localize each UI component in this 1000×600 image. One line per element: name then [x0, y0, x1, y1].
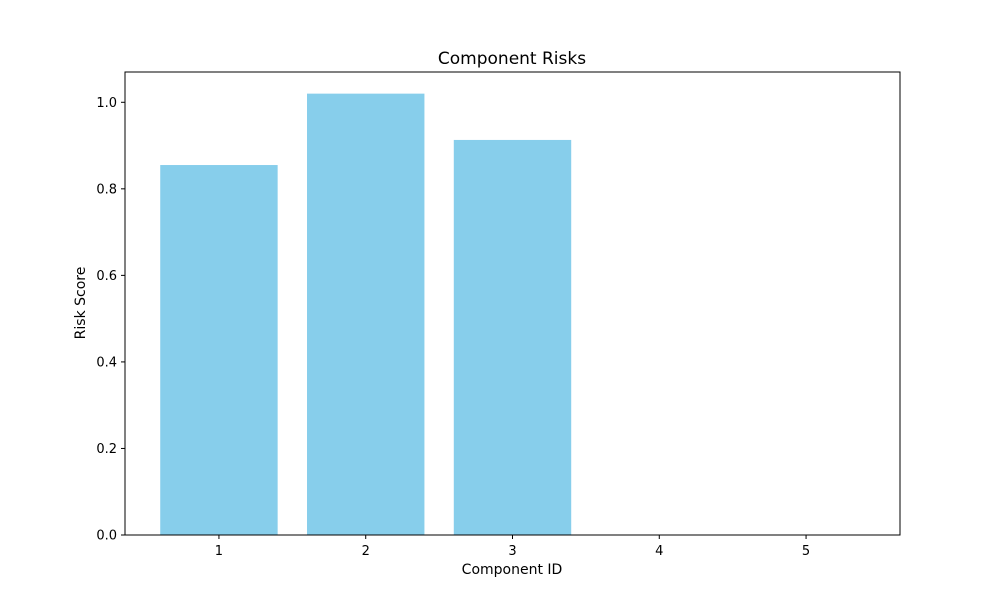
y-tick-label: 0.6	[96, 269, 117, 284]
y-tick-label: 0.0	[96, 529, 117, 544]
y-axis-title: Risk Score	[73, 267, 89, 340]
x-tick-label: 2	[362, 544, 370, 559]
plot-frame	[124, 71, 901, 536]
x-tick-label: 1	[215, 544, 223, 559]
x-axis: 1 2 3 4 5	[215, 535, 810, 559]
bar-component-2	[307, 93, 425, 535]
x-tick-label: 5	[802, 544, 810, 559]
chart-title: Component Risks	[438, 49, 586, 69]
bar-component-1	[160, 165, 278, 535]
y-tick-label: 0.4	[96, 355, 117, 370]
bars-group	[160, 93, 572, 535]
y-tick-label: 0.2	[96, 442, 117, 457]
y-tick-label: 0.8	[96, 182, 117, 197]
y-tick-label: 1.0	[96, 96, 117, 111]
bar-component-3	[453, 139, 572, 535]
y-axis: 0.0 0.2 0.4 0.6 0.8 1.0	[96, 96, 125, 544]
x-tick-label: 3	[508, 544, 516, 559]
x-tick-label: 4	[655, 544, 663, 559]
x-axis-title: Component ID	[462, 562, 563, 578]
